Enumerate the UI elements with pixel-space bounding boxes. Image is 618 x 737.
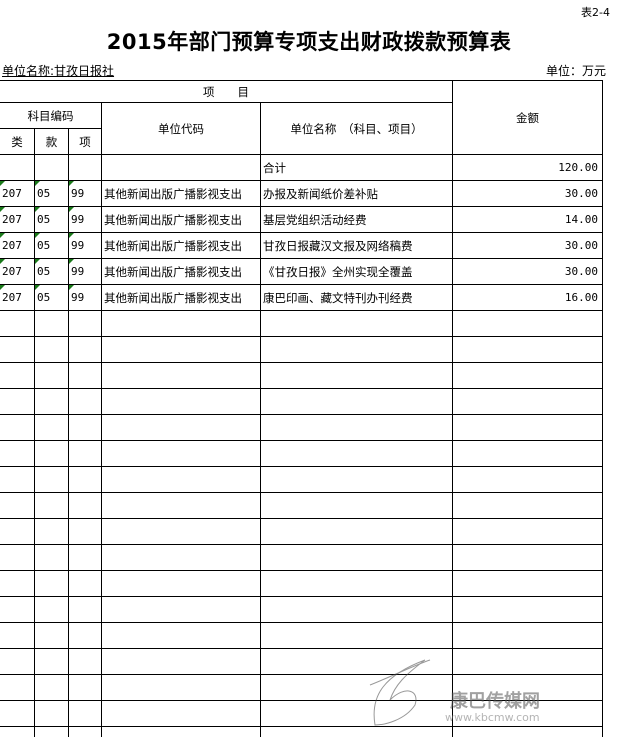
currency-unit: 单位：万元 <box>545 64 606 78</box>
cell-amount: 14.00 <box>452 206 603 233</box>
header-dept-code: 单位代码 <box>101 102 261 155</box>
table-row: 207 05 99 其他新闻出版广播影视支出 甘孜日报藏汉文报及网络稿费 30.00 <box>0 232 603 259</box>
empty-row <box>0 726 603 737</box>
empty-row <box>0 518 603 545</box>
cell-kuan: 05 <box>34 206 69 233</box>
empty-row <box>0 414 603 441</box>
cell-name: 康巴印画、藏文特刊办刊经费 <box>260 284 453 311</box>
cell-xiang: 99 <box>68 284 102 311</box>
empty-row <box>0 440 603 467</box>
cell-xiang: 99 <box>68 258 102 285</box>
cell-lei: 207 <box>0 206 35 233</box>
empty-row <box>0 388 603 415</box>
cell-code: 其他新闻出版广播影视支出 <box>101 180 261 207</box>
empty-row <box>0 622 603 649</box>
leaf-logo-icon <box>369 659 431 726</box>
cell-amount: 16.00 <box>452 284 603 311</box>
watermark-logo: 康巴传媒网 www.kbcmw.com <box>365 655 605 730</box>
table-row: 207 05 99 其他新闻出版广播影视支出 《甘孜日报》全州实现全覆盖 30.00 <box>0 258 603 285</box>
cell-name: 甘孜日报藏汉文报及网络稿费 <box>260 232 453 259</box>
total-label: 合计 <box>260 154 453 181</box>
table-row: 207 05 99 其他新闻出版广播影视支出 办报及新闻纸价差补贴 30.00 <box>0 180 603 207</box>
empty-row <box>0 336 603 363</box>
empty-row <box>0 570 603 597</box>
header-xiang: 项 <box>68 128 102 155</box>
total-row: 合计 120.00 <box>0 154 603 181</box>
empty-row <box>0 310 603 337</box>
empty-row <box>0 492 603 519</box>
empty-row <box>0 466 603 493</box>
table-number: 表2-4 <box>581 6 610 19</box>
cell-lei: 207 <box>0 232 35 259</box>
cell-lei: 207 <box>0 258 35 285</box>
table-row: 207 05 99 其他新闻出版广播影视支出 康巴印画、藏文特刊办刊经费 16.00 <box>0 284 603 311</box>
table-row: 207 05 99 其他新闻出版广播影视支出 基层党组织活动经费 14.00 <box>0 206 603 233</box>
cell-kuan: 05 <box>34 180 69 207</box>
page-title: 2015年部门预算专项支出财政拨款预算表 <box>106 30 512 54</box>
cell-xiang: 99 <box>68 232 102 259</box>
empty-row <box>0 596 603 623</box>
total-amount: 120.00 <box>452 154 603 181</box>
cell-name: 办报及新闻纸价差补贴 <box>260 180 453 207</box>
cell-name: 基层党组织活动经费 <box>260 206 453 233</box>
cell-xiang: 99 <box>68 206 102 233</box>
header-kuan: 款 <box>34 128 69 155</box>
cell-code: 其他新闻出版广播影视支出 <box>101 206 261 233</box>
cell-xiang: 99 <box>68 180 102 207</box>
empty-row <box>0 544 603 571</box>
cell-amount: 30.00 <box>452 180 603 207</box>
header-subject-code: 科目编码 <box>0 102 102 129</box>
watermark-name: 康巴传媒网 <box>450 691 540 712</box>
cell-kuan: 05 <box>34 284 69 311</box>
cell-amount: 30.00 <box>452 232 603 259</box>
cell-code: 其他新闻出版广播影视支出 <box>101 284 261 311</box>
budget-table: 项 目 金额 科目编码 单位代码 单位名称 （科目、项目） 类 款 项 合计 1… <box>0 80 603 737</box>
empty-row <box>0 674 603 701</box>
header-dept-name: 单位名称 （科目、项目） <box>260 102 453 155</box>
header-amount: 金额 <box>452 80 603 155</box>
cell-amount: 30.00 <box>452 258 603 285</box>
cell-lei: 207 <box>0 180 35 207</box>
cell-code: 其他新闻出版广播影视支出 <box>101 258 261 285</box>
empty-row <box>0 362 603 389</box>
header-lei: 类 <box>0 128 35 155</box>
cell-lei: 207 <box>0 284 35 311</box>
unit-name: 单位名称:甘孜日报社 <box>2 64 115 78</box>
cell-code: 其他新闻出版广播影视支出 <box>101 232 261 259</box>
cell-kuan: 05 <box>34 232 69 259</box>
watermark-url: www.kbcmw.com <box>445 711 540 724</box>
cell-kuan: 05 <box>34 258 69 285</box>
cell-name: 《甘孜日报》全州实现全覆盖 <box>260 258 453 285</box>
header-project: 项 目 <box>0 80 453 103</box>
